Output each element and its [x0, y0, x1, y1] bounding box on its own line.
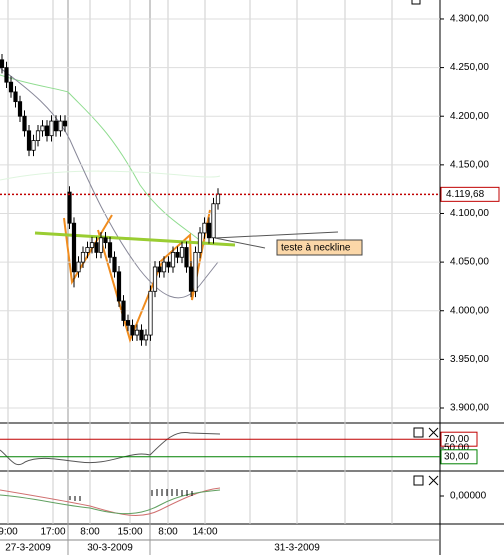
candle-body — [94, 242, 99, 253]
candle-body — [71, 222, 77, 273]
y-tick-label: 4.050,00 — [450, 257, 489, 268]
candle-body — [166, 261, 171, 268]
candle-body — [170, 251, 176, 268]
candle-body — [89, 242, 95, 248]
annotation-arrow — [214, 231, 339, 249]
window-icons[interactable] — [411, 0, 439, 486]
macd-line — [0, 489, 221, 515]
candle-body — [125, 320, 131, 326]
candle-body — [17, 101, 23, 117]
candle-body — [62, 120, 68, 127]
moving-average — [0, 67, 219, 299]
date-label: 31-3-2009 — [274, 543, 320, 554]
candle-body — [148, 290, 153, 336]
candle-body — [103, 237, 108, 244]
moving-average — [0, 170, 221, 181]
candle-body — [206, 222, 212, 239]
candle-body — [107, 242, 113, 258]
y-tick-label: 4.000,00 — [450, 305, 489, 316]
candle-body — [134, 329, 140, 336]
y-tick-label: 4.150,00 — [450, 159, 489, 170]
candle-body — [197, 232, 203, 253]
candle-body — [22, 115, 27, 132]
candle-body — [4, 67, 9, 83]
candle-body — [58, 120, 63, 132]
moving-average — [0, 74, 206, 246]
candle-body — [215, 193, 221, 205]
candle-body — [143, 334, 149, 341]
x-tick-label: 14:00 — [192, 527, 217, 538]
y-tick-label: 50,00 — [444, 443, 469, 454]
candle-body — [0, 59, 5, 68]
candle-body — [112, 256, 117, 273]
candle-body — [211, 203, 216, 239]
candle-body — [53, 120, 59, 132]
x-tick-label: 8:00 — [80, 527, 100, 538]
candle-body — [184, 247, 189, 268]
candle-body — [31, 140, 36, 151]
candle-body — [175, 251, 180, 258]
candle-body — [157, 266, 162, 273]
y-tick-label: 4.300,00 — [450, 14, 489, 25]
date-label: 27-3-2009 — [5, 543, 51, 554]
macd-histogram — [69, 489, 193, 501]
y-tick-label: 3.900,00 — [450, 403, 489, 414]
y-tick-label: 70,00 — [444, 434, 469, 445]
candle-body — [116, 271, 122, 302]
candle-body — [49, 120, 54, 137]
level-box — [440, 431, 478, 447]
y-tick-label: 4.200,00 — [450, 111, 489, 122]
candle-body — [152, 266, 158, 292]
candle-body — [161, 261, 167, 273]
macd-signal — [0, 487, 221, 516]
candle-body — [80, 251, 86, 263]
candle-body — [8, 81, 14, 93]
candle-body — [188, 266, 194, 292]
candle-body — [193, 251, 198, 292]
annotation: teste à neckline — [281, 243, 351, 254]
y-tick-label: 0,00000 — [450, 491, 487, 502]
date-label: 30-3-2009 — [87, 543, 133, 554]
candle-body — [121, 300, 126, 321]
annotation-box — [276, 239, 363, 256]
x-tick-label: 17:00 — [40, 527, 65, 538]
candle-body — [40, 125, 45, 132]
y-tick-label: 4.100,00 — [450, 208, 489, 219]
x-tick-label: 9:00 — [0, 527, 18, 538]
level-box — [440, 449, 478, 465]
candle-body — [35, 130, 41, 141]
candle-body — [130, 324, 135, 336]
y-tick-label: 4.250,00 — [450, 62, 489, 73]
y-tick-label: 30,00 — [444, 451, 469, 462]
candle-body — [67, 191, 72, 224]
x-tick-label: 8:00 — [158, 527, 178, 538]
candle-body — [179, 247, 185, 258]
rsi-line — [0, 431, 221, 466]
candle-body — [202, 222, 207, 234]
candle-body — [85, 247, 90, 253]
last-price-label: 4.119,68 — [446, 189, 485, 200]
candle-body — [76, 261, 81, 273]
candle-body — [139, 329, 144, 341]
candle-body — [26, 130, 32, 151]
candle-body — [98, 237, 104, 253]
candle-body — [44, 125, 50, 137]
x-tick-label: 15:00 — [117, 527, 142, 538]
candle-body — [13, 91, 18, 103]
last-price-box — [440, 186, 500, 202]
y-tick-label: 3.950,00 — [450, 354, 489, 365]
